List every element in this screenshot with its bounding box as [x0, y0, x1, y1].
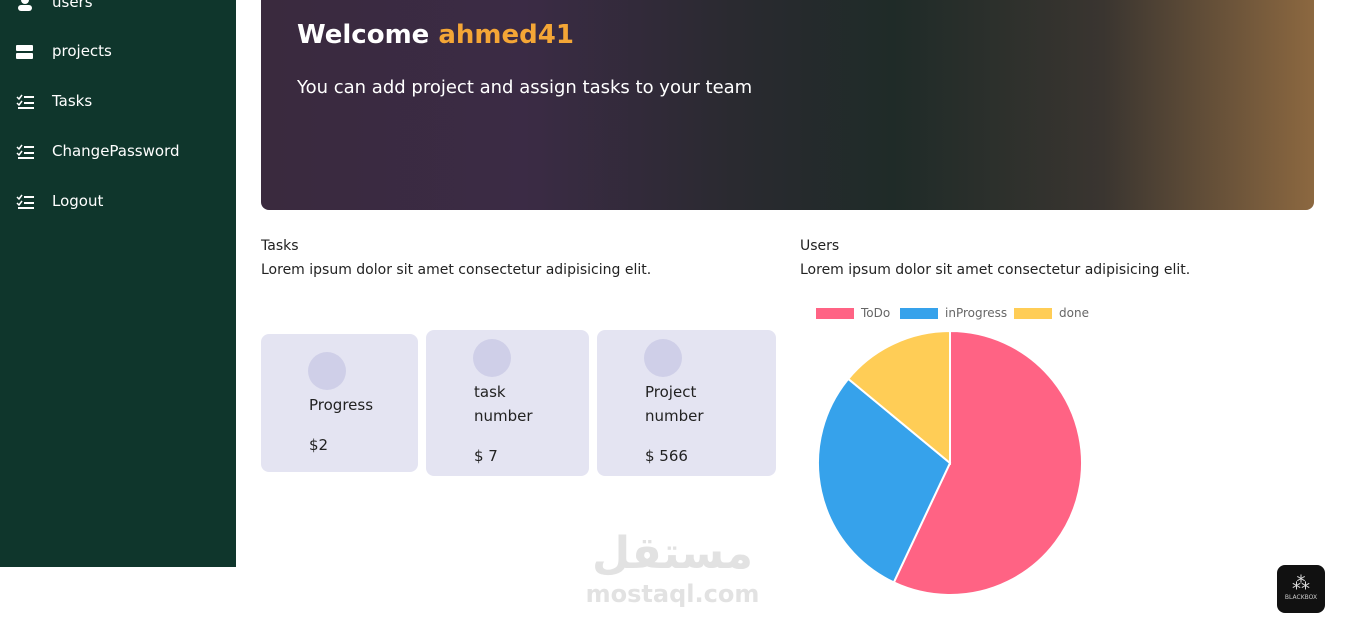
- watermark-latin: mostaql.com: [585, 580, 760, 608]
- menu-label: projects: [52, 42, 112, 60]
- hero-subtitle: You can add project and assign tasks to …: [297, 77, 753, 98]
- section-title: Tasks: [261, 238, 299, 254]
- legend-label: done: [1059, 306, 1089, 320]
- menu-item[interactable]: projects: [0, 37, 236, 67]
- pie-slice: [846, 329, 951, 466]
- watermark-arabic: مستقل: [592, 528, 753, 579]
- menu-item[interactable]: ChangePassword: [0, 137, 236, 167]
- legend-swatch: [816, 308, 854, 319]
- card-label: Progress: [309, 396, 374, 414]
- legend-swatch: [1014, 308, 1052, 319]
- menu-label: Logout: [52, 192, 104, 210]
- card-label: Project number: [645, 383, 704, 425]
- card-value: $ 7: [474, 447, 498, 465]
- card-icon: [473, 339, 511, 377]
- stat-card: Project number $ 566: [597, 330, 776, 476]
- menu-item[interactable]: users: [0, 0, 236, 18]
- stat-card: task number $ 7: [426, 330, 589, 476]
- section-title: Users: [800, 238, 840, 254]
- card-label: task number: [474, 383, 533, 425]
- section-description: Lorem ipsum dolor sit amet consectetur a…: [800, 262, 1191, 278]
- menu-label: ChangePassword: [52, 142, 180, 160]
- welcome: Welcome ahmed41: [297, 20, 574, 50]
- legend-swatch: [900, 308, 938, 319]
- pie-slice: [817, 377, 952, 584]
- sidebar: users projects Tasks ChangePassword Logo…: [0, 0, 236, 567]
- menu-item[interactable]: Logout: [0, 187, 236, 217]
- badge[interactable]: ⁂ BLACKBOX: [1277, 565, 1325, 613]
- badge-label: BLACKBOX: [1284, 594, 1318, 601]
- pie-slice: [892, 329, 1083, 596]
- card-value: $2: [309, 436, 329, 454]
- menu-label: Tasks: [52, 92, 93, 110]
- hero-banner: Welcome ahmed41 You can add project and …: [261, 0, 1314, 210]
- legend-label: inProgress: [945, 306, 1007, 320]
- card-icon: [308, 352, 346, 390]
- menu-item[interactable]: Tasks: [0, 87, 236, 117]
- welcome-text: Welcome: [297, 20, 430, 50]
- menu-label: users: [52, 0, 93, 11]
- legend-label: ToDo: [860, 306, 890, 320]
- stat-card: Progress $2: [261, 334, 418, 472]
- username: ahmed41: [438, 20, 574, 50]
- card-icon: [644, 339, 682, 377]
- pie-chart: ToDo inProgress done: [816, 306, 1089, 596]
- card-value: $ 566: [645, 447, 688, 465]
- section-description: Lorem ipsum dolor sit amet consectetur a…: [261, 262, 652, 278]
